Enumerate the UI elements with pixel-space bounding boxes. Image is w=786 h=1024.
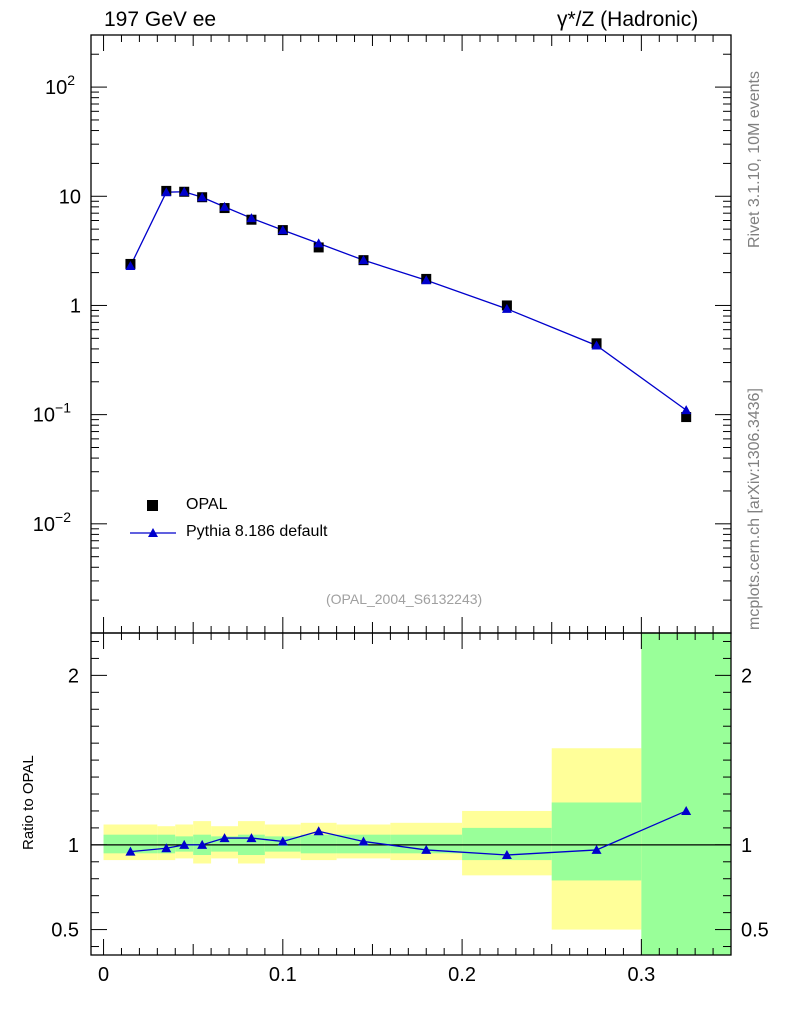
x-tick-label: 0.1 xyxy=(269,964,297,986)
ratio-point xyxy=(681,805,692,815)
legend-markers xyxy=(130,500,176,537)
ratio-y-tick-label-left: 0.5 xyxy=(51,920,79,942)
inner-band-bin xyxy=(300,834,337,854)
ratio-point xyxy=(421,844,432,854)
mc-point xyxy=(197,192,208,202)
mcplots-label: mcplots.cern.ch [arXiv:1306.3436] xyxy=(746,388,763,630)
ratio-y-axis-label: Ratio to OPAL xyxy=(20,755,37,850)
mc-point xyxy=(501,303,512,313)
ratio-point xyxy=(125,846,136,856)
mc-point xyxy=(358,255,369,265)
y-tick-label: 1 xyxy=(70,295,81,317)
mc-point xyxy=(125,260,136,270)
legend-marker-pythia xyxy=(148,528,158,537)
data-point xyxy=(313,242,324,253)
ratio-y-tick-label-right: 1 xyxy=(741,835,752,857)
mc-line xyxy=(129,191,687,411)
ratio-y-tick-label-left: 1 xyxy=(68,835,79,857)
ratio-point xyxy=(501,850,512,860)
inner-band-bin xyxy=(390,834,463,854)
process-label: γ*/Z (Hadronic) xyxy=(557,8,699,31)
x-tick-label: 0.3 xyxy=(627,964,655,986)
y-tick-label: 102 xyxy=(45,72,75,99)
ratio-point xyxy=(358,836,369,846)
ratio-point xyxy=(313,826,324,836)
x-tick-label: 0 xyxy=(98,964,109,986)
ratio-point xyxy=(277,836,288,846)
mc-point xyxy=(591,340,602,350)
legend-label-opal: OPAL xyxy=(186,496,228,513)
ratio-point xyxy=(161,843,172,853)
ratio-point xyxy=(197,839,208,849)
inner-band-bin xyxy=(641,633,731,955)
inner-band-bin xyxy=(551,802,642,881)
ratio-point xyxy=(591,844,602,854)
ratio-y-tick-label-right: 2 xyxy=(741,665,752,687)
y-tick-label: 10−1 xyxy=(33,400,71,427)
data-point xyxy=(681,412,692,423)
ratio-y-tick-label-right: 0.5 xyxy=(741,920,769,942)
mc-point xyxy=(219,201,230,211)
axis-ticks xyxy=(91,34,732,955)
energy-label: 197 GeV ee xyxy=(104,8,217,31)
mc-point xyxy=(681,405,692,415)
mc-point xyxy=(246,213,257,223)
x-tick-label: 0.2 xyxy=(448,964,476,986)
ratio-uncertainty-bands xyxy=(103,633,731,955)
legend-marker-opal xyxy=(147,500,158,511)
inner-band-bin xyxy=(103,834,158,854)
ratio-y-tick-label-left: 2 xyxy=(68,665,79,687)
rivet-version-label: Rivet 3.1.10, 10M events xyxy=(746,71,763,248)
mc-point xyxy=(313,238,324,248)
ratio-point xyxy=(219,833,230,843)
mc-point xyxy=(179,186,190,196)
mc-point xyxy=(161,187,172,197)
legend-label-pythia: Pythia 8.186 default xyxy=(186,523,328,540)
ratio-series xyxy=(125,805,692,860)
main-series xyxy=(125,185,692,423)
y-tick-label: 10 xyxy=(59,186,81,208)
ratio-point xyxy=(179,839,190,849)
mc-point xyxy=(421,275,432,285)
main-frame xyxy=(90,34,732,634)
y-tick-label: 10−2 xyxy=(33,509,71,536)
ratio-point xyxy=(246,833,257,843)
axis-tick-labels: 0 0.1 0.2 0.3 10−2 10−1 1 10 102 0.5 0.5 1 1 2 2 xyxy=(33,72,769,986)
mc-point xyxy=(277,225,288,235)
analysis-id-label: (OPAL_2004_S6132243) xyxy=(326,591,483,607)
